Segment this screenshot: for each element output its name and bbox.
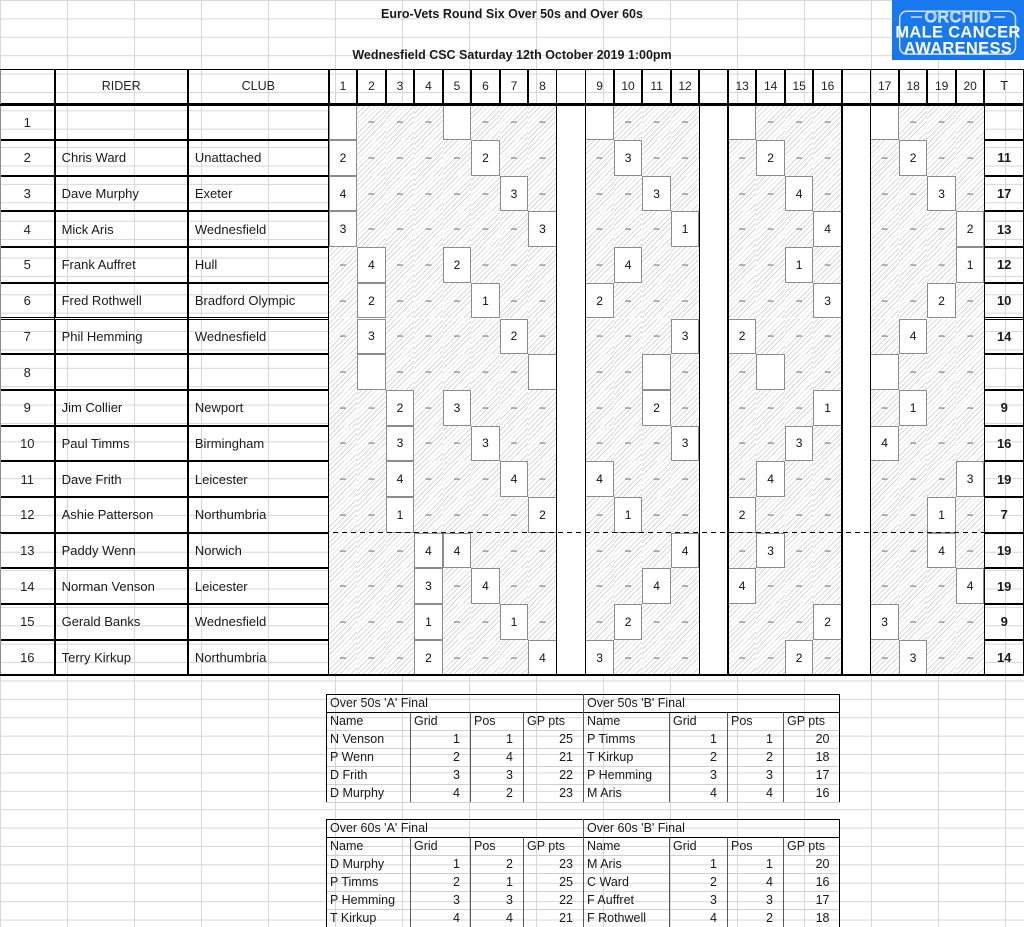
- svg-text:AWARENESS: AWARENESS: [904, 39, 1012, 57]
